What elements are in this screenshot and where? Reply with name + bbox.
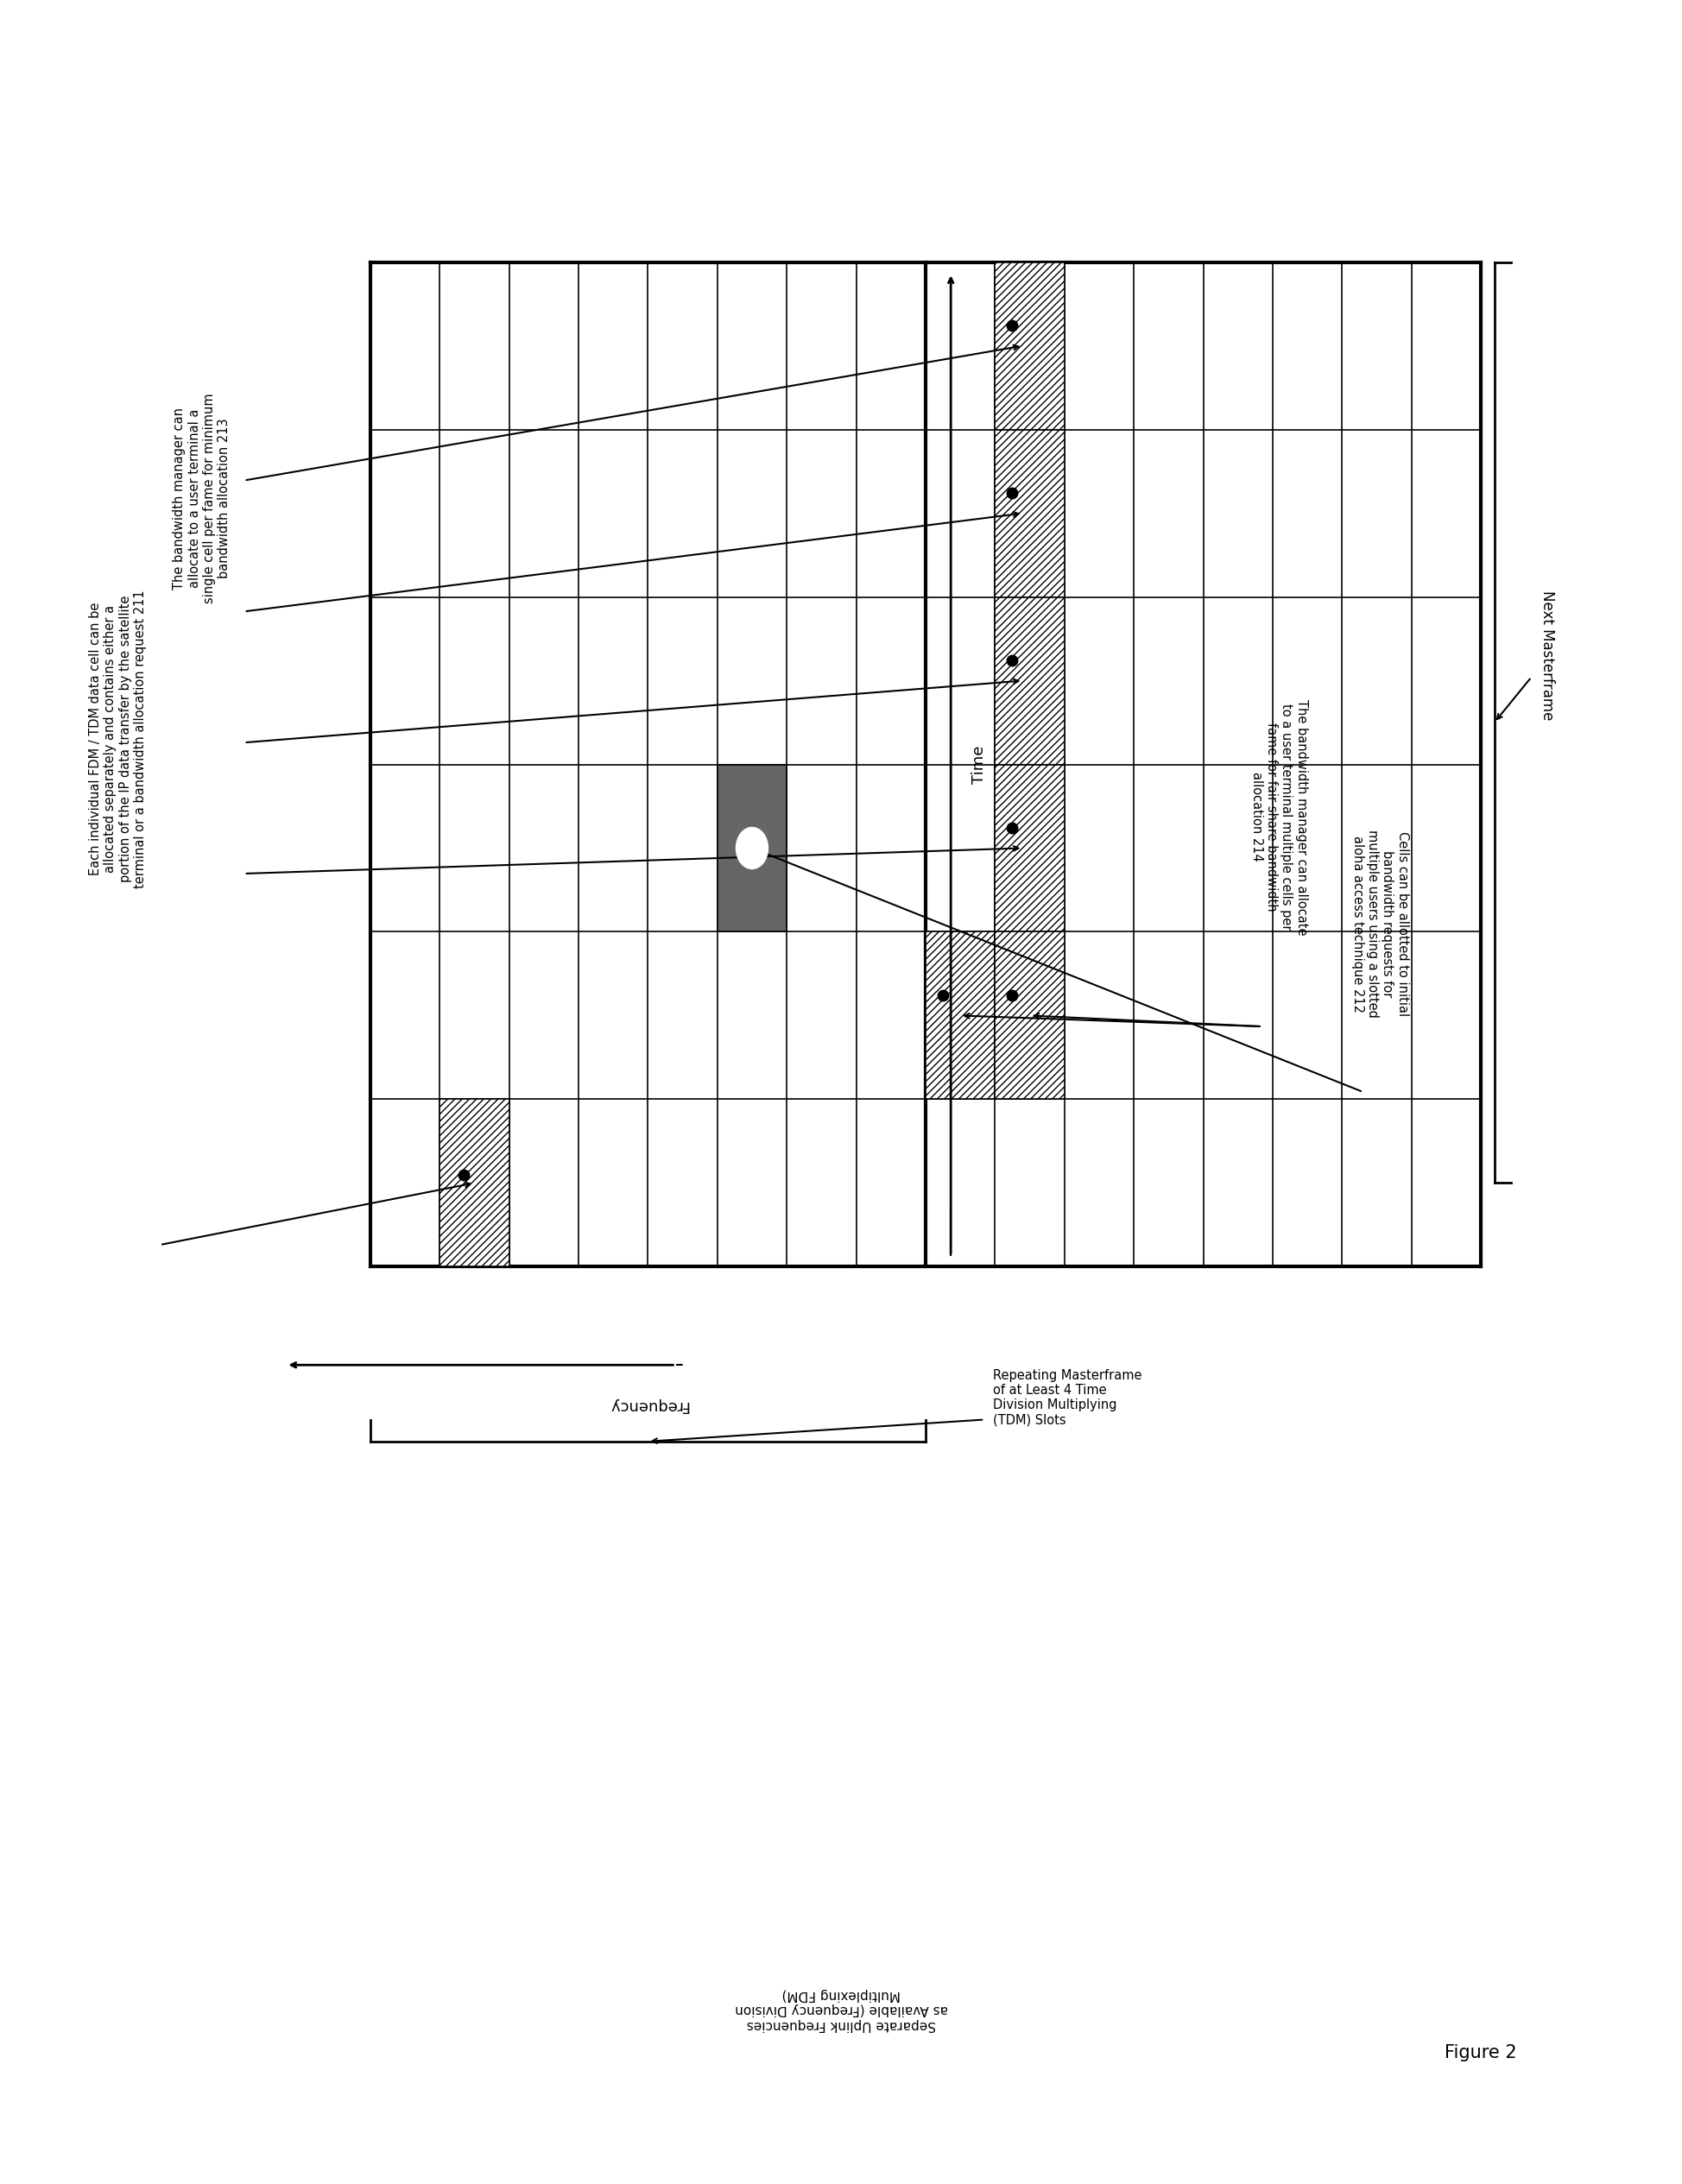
Text: Repeating Masterframe
of at Least 4 Time
Division Multiplying
(TDM) Slots: Repeating Masterframe of at Least 4 Time… <box>992 1369 1142 1426</box>
Text: Time: Time <box>971 745 986 784</box>
Bar <box>925 933 994 1099</box>
Text: Cells can be allotted to initial
bandwidth requests for
multiple users using a s: Cells can be allotted to initial bandwid… <box>1351 830 1408 1018</box>
Text: Next Masterframe: Next Masterframe <box>1539 590 1554 721</box>
Text: Each individual FDM / TDM data cell can be
allocated separately and contains eit: Each individual FDM / TDM data cell can … <box>89 590 146 889</box>
Text: The bandwidth manager can
allocate to a user terminal a
single cell per fame for: The bandwidth manager can allocate to a … <box>173 393 230 603</box>
Text: Separate Uplink Frequencies
as Available (Frequency Division
Multiplexing FDM): Separate Uplink Frequencies as Available… <box>735 1987 947 2031</box>
Bar <box>994 262 1065 430</box>
Bar <box>994 764 1065 933</box>
Bar <box>439 1099 510 1267</box>
Text: Frequency: Frequency <box>607 1398 688 1413</box>
Bar <box>994 596 1065 764</box>
Text: Figure 2: Figure 2 <box>1445 2044 1515 2062</box>
Circle shape <box>735 828 767 869</box>
Bar <box>994 430 1065 596</box>
Text: The bandwidth manager can allocate
to a user terminal multiple cells per
fame fo: The bandwidth manager can allocate to a … <box>1250 699 1307 935</box>
Bar <box>717 764 787 933</box>
Bar <box>994 933 1065 1099</box>
